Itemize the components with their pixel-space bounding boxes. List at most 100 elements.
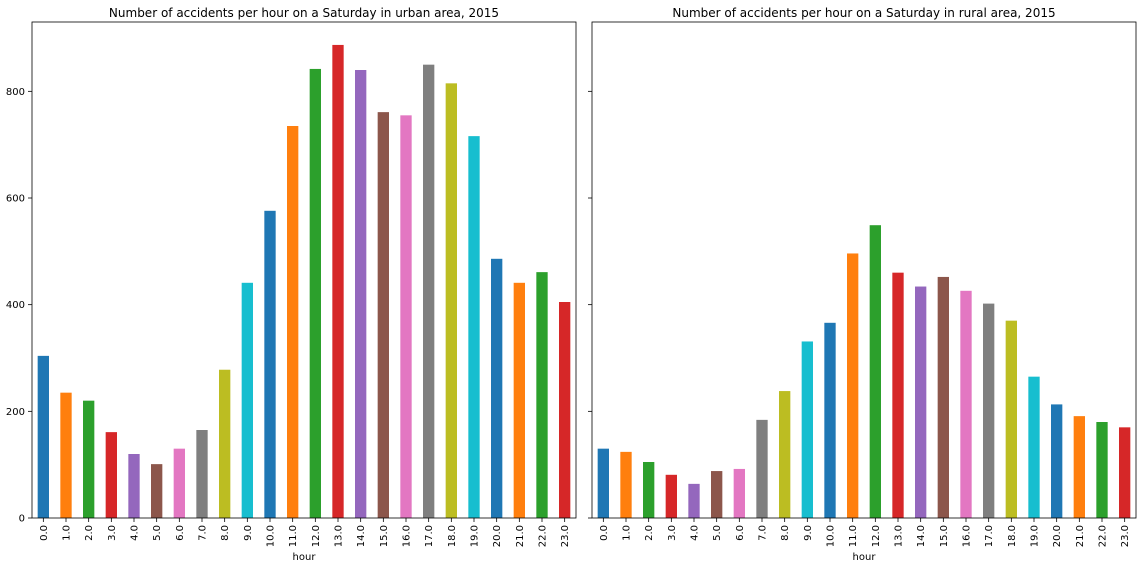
x-tick-label: 21.0 bbox=[1075, 525, 1086, 547]
x-tick-label: 6.0 bbox=[175, 525, 186, 541]
bar-15.0 bbox=[377, 112, 389, 518]
x-tick-label: 11.0 bbox=[288, 525, 299, 547]
bar-1.0 bbox=[620, 451, 632, 518]
x-tick-label: 13.0 bbox=[894, 525, 905, 547]
x-tick-label: 10.0 bbox=[266, 525, 277, 547]
x-tick-label: 19.0 bbox=[1030, 525, 1041, 547]
x-tick-label: 2.0 bbox=[84, 525, 95, 541]
bar-14.0 bbox=[915, 286, 927, 518]
bar-14.0 bbox=[355, 70, 367, 518]
x-tick-label: 17.0 bbox=[424, 525, 435, 547]
y-axis-ticks: 0 200 400 600 800 bbox=[6, 87, 32, 525]
bar-13.0 bbox=[892, 272, 904, 518]
bar-7.0 bbox=[756, 419, 768, 518]
bar-11.0 bbox=[847, 253, 859, 518]
bar-8.0 bbox=[219, 369, 231, 518]
bar-12.0 bbox=[309, 68, 321, 518]
bar-16.0 bbox=[960, 290, 972, 518]
bar-17.0 bbox=[983, 303, 995, 518]
x-tick-label: 19.0 bbox=[470, 525, 481, 547]
y-tick-label: 800 bbox=[6, 87, 25, 98]
bar-2.0 bbox=[643, 462, 655, 518]
x-tick-label: 13.0 bbox=[334, 525, 345, 547]
bar-group bbox=[597, 225, 1131, 518]
bar-21.0 bbox=[513, 282, 525, 518]
x-tick-label: 21.0 bbox=[515, 525, 526, 547]
x-tick-label: 20.0 bbox=[1052, 525, 1063, 547]
chart-urban: Number of accidents per hour on a Saturd… bbox=[6, 6, 577, 563]
x-axis-label: hour bbox=[293, 552, 317, 563]
x-tick-label: 11.0 bbox=[848, 525, 859, 547]
bar-18.0 bbox=[445, 83, 457, 518]
x-tick-label: 4.0 bbox=[690, 525, 701, 541]
x-tick-label: 6.0 bbox=[735, 525, 746, 541]
bar-1.0 bbox=[60, 392, 72, 518]
chart-rural: Number of accidents per hour on a Saturd… bbox=[588, 6, 1137, 563]
y-tick-label: 600 bbox=[6, 194, 25, 205]
bar-16.0 bbox=[400, 115, 412, 518]
bar-12.0 bbox=[869, 225, 881, 518]
x-tick-label: 23.0 bbox=[1120, 525, 1131, 547]
bar-2.0 bbox=[83, 400, 95, 518]
x-tick-label: 1.0 bbox=[62, 525, 73, 541]
x-tick-label: 7.0 bbox=[758, 525, 769, 541]
x-axis-ticks: 0.0 1.0 2.0 3.0 4.0 5.0 6.0 7.0 8.0 9.0 10.0 11.0 12… bbox=[599, 518, 1131, 547]
chart-title: Number of accidents per hour on a Saturd… bbox=[109, 6, 499, 20]
bar-22.0 bbox=[536, 272, 548, 518]
x-tick-label: 16.0 bbox=[962, 525, 973, 547]
x-tick-label: 14.0 bbox=[356, 525, 367, 547]
plot-frame bbox=[591, 21, 1137, 519]
bar-3.0 bbox=[105, 432, 117, 518]
bar-20.0 bbox=[1051, 404, 1063, 518]
chart-title: Number of accidents per hour on a Saturd… bbox=[672, 6, 1055, 20]
bar-10.0 bbox=[824, 322, 836, 518]
bar-3.0 bbox=[665, 474, 677, 518]
bar-8.0 bbox=[779, 391, 791, 518]
x-tick-label: 15.0 bbox=[379, 525, 390, 547]
bar-20.0 bbox=[491, 258, 503, 518]
bar-23.0 bbox=[559, 302, 571, 518]
x-tick-label: 17.0 bbox=[984, 525, 995, 547]
x-tick-label: 22.0 bbox=[1098, 525, 1109, 547]
bar-15.0 bbox=[937, 276, 949, 518]
x-tick-label: 3.0 bbox=[107, 525, 118, 541]
x-tick-label: 4.0 bbox=[130, 525, 141, 541]
bar-19.0 bbox=[1028, 376, 1040, 518]
x-tick-label: 9.0 bbox=[243, 525, 254, 541]
bar-7.0 bbox=[196, 430, 208, 518]
y-tick-label: 0 bbox=[19, 514, 25, 525]
x-tick-label: 0.0 bbox=[599, 525, 610, 541]
x-tick-label: 9.0 bbox=[803, 525, 814, 541]
bar-0.0 bbox=[597, 448, 609, 518]
x-tick-label: 20.0 bbox=[492, 525, 503, 547]
x-tick-label: 1.0 bbox=[622, 525, 633, 541]
x-tick-label: 14.0 bbox=[916, 525, 927, 547]
bar-4.0 bbox=[688, 483, 700, 518]
x-tick-label: 5.0 bbox=[152, 525, 163, 541]
bar-6.0 bbox=[733, 468, 745, 518]
bar-21.0 bbox=[1073, 416, 1085, 518]
x-tick-label: 7.0 bbox=[198, 525, 209, 541]
x-tick-label: 22.0 bbox=[538, 525, 549, 547]
bar-13.0 bbox=[332, 44, 344, 518]
x-tick-label: 12.0 bbox=[311, 525, 322, 547]
x-tick-label: 5.0 bbox=[712, 525, 723, 541]
x-tick-label: 2.0 bbox=[644, 525, 655, 541]
plot-frame bbox=[31, 21, 577, 519]
x-axis-label: hour bbox=[853, 552, 877, 563]
bar-19.0 bbox=[468, 136, 480, 518]
bar-17.0 bbox=[423, 64, 435, 519]
x-tick-label: 3.0 bbox=[667, 525, 678, 541]
x-tick-label: 16.0 bbox=[402, 525, 413, 547]
x-tick-label: 8.0 bbox=[220, 525, 231, 541]
bar-22.0 bbox=[1096, 422, 1108, 518]
bar-group bbox=[37, 44, 571, 519]
x-tick-label: 23.0 bbox=[560, 525, 571, 547]
y-axis-ticks bbox=[588, 90, 592, 519]
bar-10.0 bbox=[264, 210, 276, 519]
y-tick-label: 200 bbox=[6, 407, 25, 418]
y-tick-label: 400 bbox=[6, 300, 25, 311]
x-tick-label: 8.0 bbox=[780, 525, 791, 541]
x-tick-label: 15.0 bbox=[939, 525, 950, 547]
